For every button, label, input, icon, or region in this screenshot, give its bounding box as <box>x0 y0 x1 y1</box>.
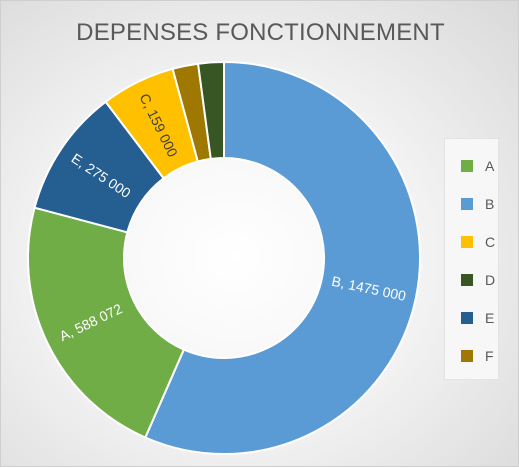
legend-item-c: C <box>461 233 495 251</box>
legend-label-f: F <box>485 348 494 364</box>
slices-group <box>27 60 421 455</box>
legend-swatch-c <box>461 236 473 248</box>
legend-label-b: B <box>485 196 495 212</box>
legend-swatch-d <box>461 274 473 286</box>
legend-item-e: E <box>461 309 494 327</box>
slice-a <box>27 206 186 439</box>
legend-item-f: F <box>461 347 494 365</box>
slice-b <box>143 60 421 455</box>
slice-d <box>196 60 225 161</box>
legend-item-a: A <box>461 157 494 175</box>
legend-swatch-e <box>461 312 473 324</box>
chart-title: DEPENSES FONCTIONNEMENT <box>76 19 445 46</box>
legend-swatch-a <box>461 160 473 172</box>
legend-swatch-f <box>461 350 473 362</box>
legend-item-d: D <box>461 271 495 289</box>
legend: A B C D E F <box>444 138 499 380</box>
legend-item-b: B <box>461 195 494 213</box>
legend-label-e: E <box>485 310 495 326</box>
legend-label-d: D <box>485 272 496 288</box>
legend-label-a: A <box>485 158 495 174</box>
legend-swatch-b <box>461 198 473 210</box>
legend-label-c: C <box>485 234 496 250</box>
